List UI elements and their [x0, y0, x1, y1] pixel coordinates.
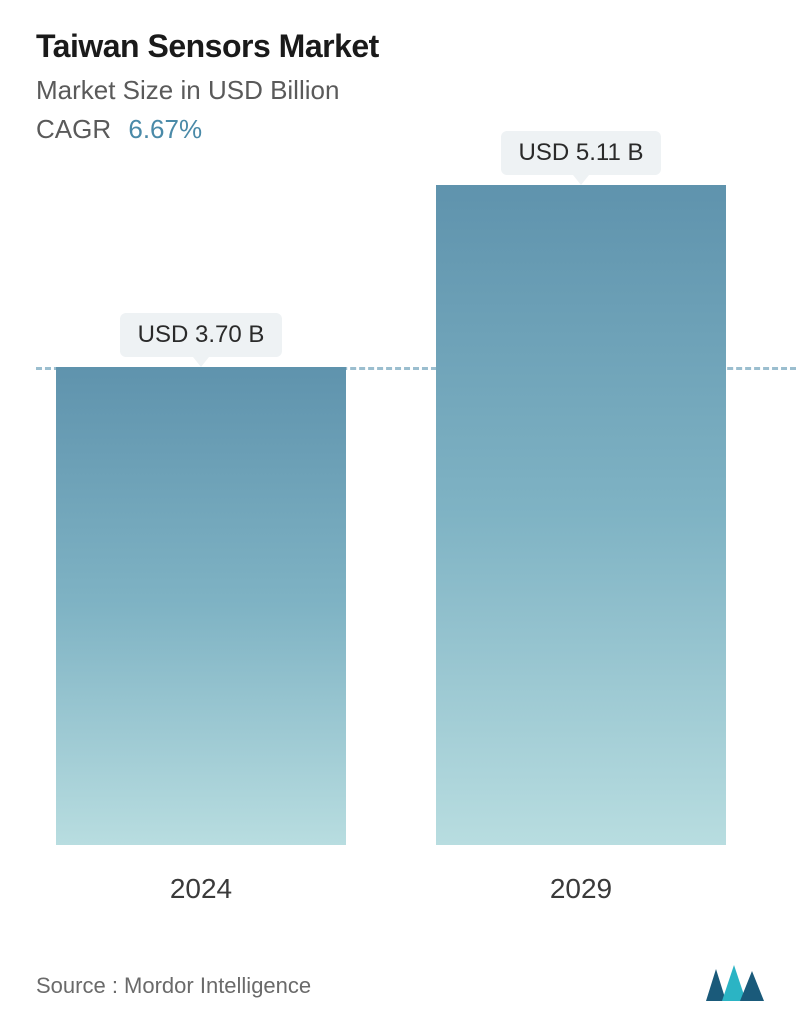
chart-subtitle: Market Size in USD Billion — [36, 75, 760, 106]
badge-pointer-icon — [573, 175, 589, 185]
mordor-logo-icon — [704, 961, 768, 1010]
bar-2029 — [436, 185, 726, 845]
bar-group-2029: USD 5.11 B — [436, 185, 726, 845]
cagr-label: CAGR — [36, 114, 111, 144]
bars-container: USD 3.70 B USD 5.11 B — [56, 185, 760, 845]
value-badge-2029: USD 5.11 B — [501, 131, 662, 175]
bar-group-2024: USD 3.70 B — [56, 367, 346, 845]
chart-title: Taiwan Sensors Market — [36, 28, 760, 65]
value-badge-2024: USD 3.70 B — [120, 313, 283, 357]
value-label-2029: USD 5.11 B — [519, 139, 644, 166]
footer: Source : Mordor Intelligence — [36, 961, 776, 1010]
bar-2024 — [56, 367, 346, 845]
cagr-value: 6.67% — [128, 114, 202, 144]
value-label-2024: USD 3.70 B — [138, 321, 265, 348]
x-label-2029: 2029 — [436, 873, 726, 905]
x-label-2024: 2024 — [56, 873, 346, 905]
source-text: Source : Mordor Intelligence — [36, 973, 311, 999]
chart-area: USD 3.70 B USD 5.11 B 2024 2029 — [36, 185, 760, 905]
x-axis-labels: 2024 2029 — [56, 873, 760, 905]
badge-pointer-icon — [193, 357, 209, 367]
